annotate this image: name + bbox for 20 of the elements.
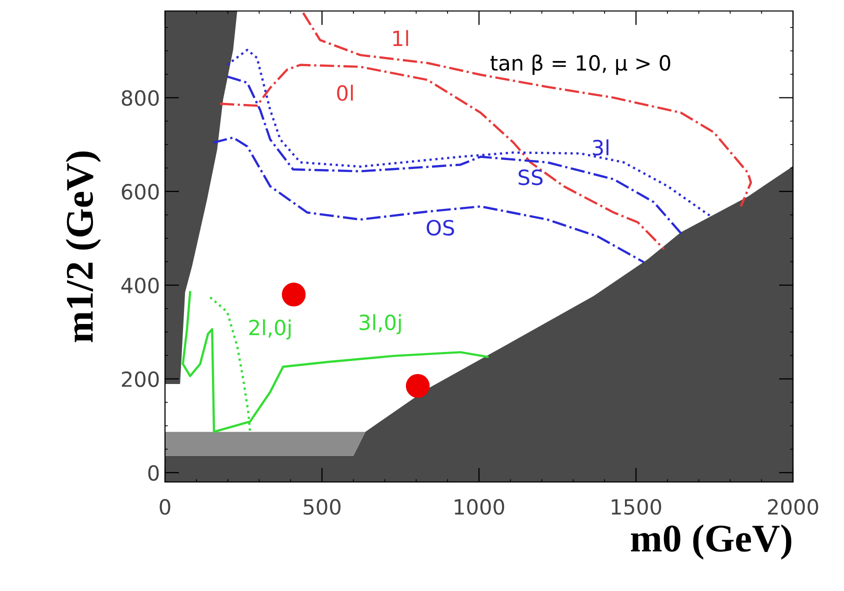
series-label: 3l (592, 139, 608, 156)
series-label: 3l,0j (360, 314, 401, 334)
y-tick-label: 200 (122, 371, 159, 388)
x-tick-label: 2000 (768, 499, 818, 515)
series-label: 1l (393, 30, 408, 46)
x-tick-label: 500 (304, 499, 340, 515)
series-label: 2l,0j (249, 319, 291, 340)
series-label: 0l (337, 84, 353, 101)
series-label: OS (426, 220, 454, 236)
x-tick-label: 1500 (612, 499, 662, 515)
y-tick-label: 800 (122, 90, 159, 106)
y-axis-title: m1/2 (GeV) (66, 152, 101, 342)
x-axis-title: m0 (GeV) (630, 524, 792, 560)
y-tick-label: 0 (148, 465, 159, 481)
x-tick-label: 1000 (454, 499, 504, 515)
series-label: SS (518, 169, 543, 186)
y-tick-label: 600 (122, 184, 159, 200)
x-tick-label: 0 (160, 499, 170, 515)
y-tick-label: 400 (121, 278, 159, 294)
annotation: tan β = 10, μ > 0 (490, 54, 670, 75)
